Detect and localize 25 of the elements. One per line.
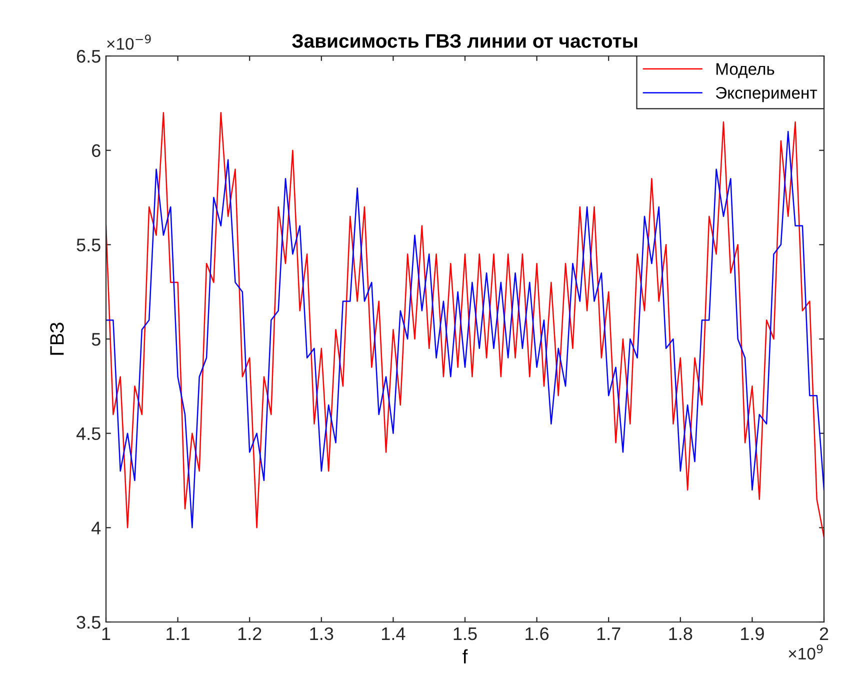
x-tick-label: 1.6 [526,627,549,640]
x-axis-title: f [462,649,468,664]
x-tick-label: 1.3 [310,627,334,640]
legend-label: Модель [716,63,774,78]
y-tick-label: 4.5 [76,427,100,440]
y-tick-label: 4 [92,522,101,534]
chart-title: Зависимость ГВЗ линии от частоты [292,34,638,48]
y-tick-label: 5.5 [76,238,100,252]
x-tick-label: 1.4 [382,628,406,640]
x-tick-label: 2 [820,627,828,640]
x-tick-label: 1 [102,628,110,640]
text: ×10$^{9}$ [788,644,823,660]
y-axis-title: ГВЗ [50,322,64,355]
text: ×10$^{−9}$ [107,34,151,50]
x-tick-label: 1.8 [669,627,692,640]
y-tick-label: 3.5 [76,616,100,629]
x-tick-label: 1.9 [741,627,764,640]
x-tick-label: 1.2 [238,627,262,640]
y-tick-label: 6 [92,144,100,158]
x-tick-label: 1.7 [597,628,620,640]
legend-label: Эксперимент [716,86,818,102]
y-tick-label: 5 [92,333,100,346]
y-tick-label: 6.5 [76,50,100,63]
x-tick-label: 1.5 [454,628,477,640]
x-tick-label: 1.1 [166,628,190,640]
